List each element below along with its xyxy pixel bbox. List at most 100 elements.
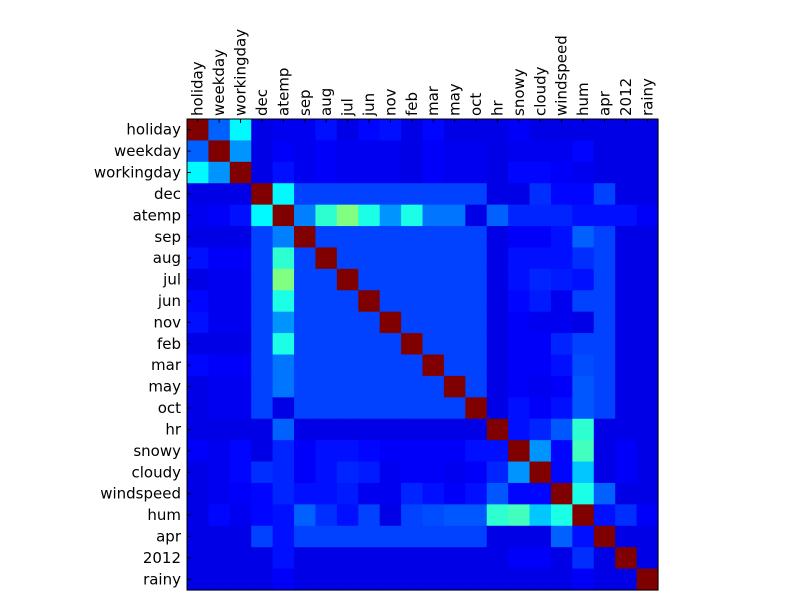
heatmap-cell-nov-nov <box>379 311 402 334</box>
heatmap-cell-cloudy-hr <box>486 461 509 484</box>
heatmap-cell-aug-hr <box>486 247 509 270</box>
plot-frame <box>186 118 659 591</box>
heatmap-cell-mar-2012 <box>615 354 638 377</box>
heatmap-cell-may-mar <box>422 375 445 398</box>
heatmap-cell-rainy-may <box>443 568 466 591</box>
heatmap-cell-nov-sep <box>294 311 317 334</box>
heatmap-cell-windspeed-sep <box>294 482 317 505</box>
heatmap-cell-may-weekday <box>208 375 231 398</box>
heatmap-cell-nov-holiday <box>187 311 210 334</box>
heatmap-cell-dec-rainy <box>636 183 659 206</box>
heatmap-cell-cloudy-weekday <box>208 461 231 484</box>
heatmap-cell-holiday-jun <box>358 119 381 142</box>
heatmap-cell-dec-mar <box>422 183 445 206</box>
heatmap-cell-nov-rainy <box>636 311 659 334</box>
heatmap-cell-hum-apr <box>593 504 616 527</box>
x-tick-label-workingday: workingday <box>232 29 250 116</box>
heatmap-cell-atemp-aug <box>315 204 338 227</box>
heatmap-cell-workingday-sep <box>294 161 317 184</box>
heatmap-cell-weekday-hr <box>486 140 509 163</box>
x-tick-label-aug: aug <box>317 88 335 116</box>
heatmap-cell-nov-weekday <box>208 311 231 334</box>
heatmap-cell-hr-2012 <box>615 418 638 441</box>
heatmap-cell-oct-oct <box>465 397 488 420</box>
heatmap-cell-workingday-may <box>443 161 466 184</box>
heatmap-cell-sep-snowy <box>508 226 531 249</box>
heatmap-cell-aug-dec <box>251 247 274 270</box>
heatmap-cell-feb-2012 <box>615 333 638 356</box>
heatmap-cell-2012-rainy <box>636 547 659 570</box>
heatmap-cell-rainy-feb <box>401 568 424 591</box>
heatmap-cell-hum-nov <box>379 504 402 527</box>
heatmap-cell-nov-hr <box>486 311 509 334</box>
heatmap-cell-cloudy-workingday <box>229 461 252 484</box>
heatmap-cell-jul-oct <box>465 268 488 291</box>
heatmap-cell-feb-may <box>443 333 466 356</box>
heatmap-cell-jul-aug <box>315 268 338 291</box>
heatmap-cell-feb-aug <box>315 333 338 356</box>
heatmap-cell-aug-aug <box>315 247 338 270</box>
heatmap-cell-windspeed-nov <box>379 482 402 505</box>
x-tick-label-2012: 2012 <box>617 78 635 116</box>
heatmap-cell-hr-oct <box>465 418 488 441</box>
heatmap-cell-aug-nov <box>379 247 402 270</box>
heatmap-cell-nov-apr <box>593 311 616 334</box>
heatmap-cell-windspeed-hr <box>486 482 509 505</box>
heatmap-cell-mar-weekday <box>208 354 231 377</box>
heatmap-cell-2012-dec <box>251 547 274 570</box>
y-tick-label-windspeed: windspeed <box>100 485 181 503</box>
heatmap-cell-feb-hr <box>486 333 509 356</box>
heatmap-cell-apr-holiday <box>187 525 210 548</box>
heatmap-cell-jul-holiday <box>187 268 210 291</box>
heatmap-cell-rainy-oct <box>465 568 488 591</box>
heatmap-cell-feb-feb <box>401 333 424 356</box>
heatmap-cell-rainy-workingday <box>229 568 252 591</box>
heatmap-cell-workingday-workingday <box>229 161 252 184</box>
heatmap-cell-atemp-apr <box>593 204 616 227</box>
heatmap-cell-mar-mar <box>422 354 445 377</box>
heatmap-cell-oct-atemp <box>272 397 295 420</box>
heatmap-cell-apr-hr <box>486 525 509 548</box>
heatmap-cell-feb-dec <box>251 333 274 356</box>
heatmap-cell-atemp-weekday <box>208 204 231 227</box>
heatmap-cell-hum-aug <box>315 504 338 527</box>
heatmap-cell-may-jun <box>358 375 381 398</box>
heatmap-cell-apr-sep <box>294 525 317 548</box>
heatmap-cell-2012-jul <box>336 547 359 570</box>
heatmap-cell-jun-2012 <box>615 290 638 313</box>
heatmap-cell-jul-feb <box>401 268 424 291</box>
heatmap-cell-dec-cloudy <box>529 183 552 206</box>
heatmap-cell-feb-sep <box>294 333 317 356</box>
heatmap-cell-holiday-dec <box>251 119 274 142</box>
heatmap-cell-nov-workingday <box>229 311 252 334</box>
heatmap-cell-cloudy-cloudy <box>529 461 552 484</box>
heatmap-cell-rainy-jun <box>358 568 381 591</box>
heatmap-cell-aug-workingday <box>229 247 252 270</box>
heatmap-cell-mar-apr <box>593 354 616 377</box>
heatmap-cell-holiday-mar <box>422 119 445 142</box>
heatmap-cell-cloudy-jul <box>336 461 359 484</box>
heatmap-cell-hum-holiday <box>187 504 210 527</box>
heatmap-cell-snowy-holiday <box>187 440 210 463</box>
heatmap-cell-apr-cloudy <box>529 525 552 548</box>
heatmap-cell-jul-nov <box>379 268 402 291</box>
heatmap-cell-cloudy-sep <box>294 461 317 484</box>
heatmap-cell-holiday-2012 <box>615 119 638 142</box>
heatmap-cell-mar-snowy <box>508 354 531 377</box>
heatmap-cell-jul-jun <box>358 268 381 291</box>
heatmap-cell-workingday-weekday <box>208 161 231 184</box>
y-tick-label-2012: 2012 <box>143 549 181 567</box>
heatmap-cell-holiday-sep <box>294 119 317 142</box>
heatmap-cell-workingday-aug <box>315 161 338 184</box>
heatmap-cell-atemp-mar <box>422 204 445 227</box>
heatmap-cell-jun-mar <box>422 290 445 313</box>
heatmap-cell-hum-weekday <box>208 504 231 527</box>
heatmap-cell-weekday-aug <box>315 140 338 163</box>
heatmap-cell-atemp-may <box>443 204 466 227</box>
heatmap-cell-may-2012 <box>615 375 638 398</box>
heatmap-cell-jun-cloudy <box>529 290 552 313</box>
y-tick-label-cloudy: cloudy <box>132 463 182 481</box>
x-tick-label-snowy: snowy <box>510 68 528 116</box>
heatmap-cell-nov-aug <box>315 311 338 334</box>
heatmap-cell-may-apr <box>593 375 616 398</box>
